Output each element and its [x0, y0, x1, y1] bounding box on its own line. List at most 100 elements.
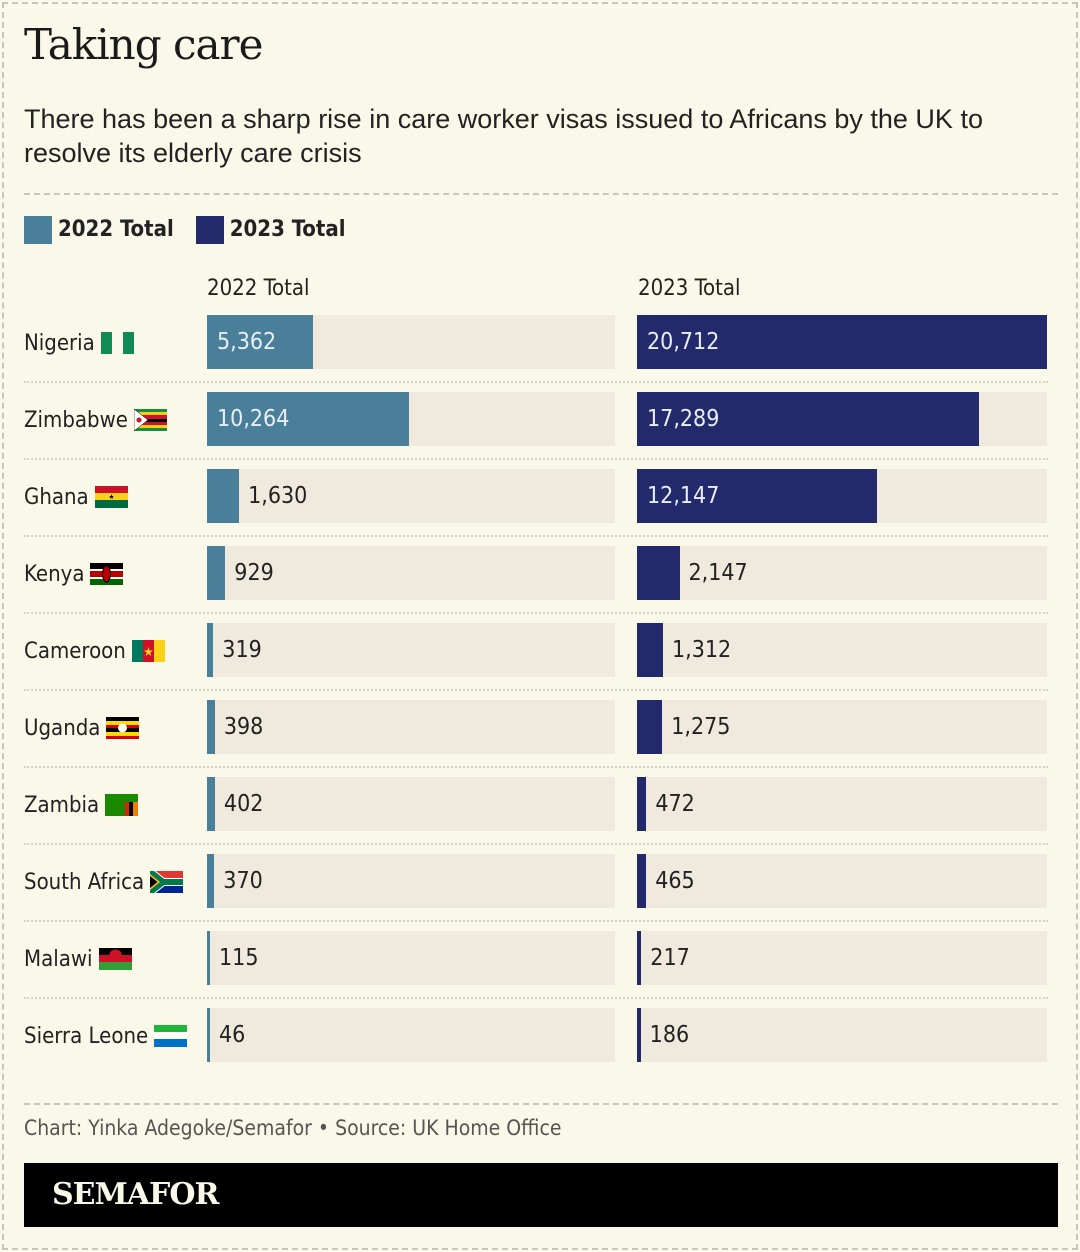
bar-2022	[207, 469, 240, 523]
country-label: Uganda	[24, 700, 140, 756]
country-name: South Africa	[24, 869, 145, 895]
bar-2022	[207, 315, 313, 369]
bar-track: 217	[637, 931, 1047, 985]
bar-track: 472	[637, 777, 1047, 831]
brand-logo: SEMAFOR	[24, 1163, 1058, 1227]
bar-2023	[637, 315, 1047, 369]
bar-2023	[637, 623, 663, 677]
data-label: 20,712	[647, 329, 720, 355]
bar-2023	[637, 700, 663, 754]
bar-2023	[637, 854, 647, 908]
data-label: 1,312	[671, 637, 732, 663]
bar-track: 5,362	[207, 315, 615, 369]
flag-kenya-icon	[90, 563, 124, 585]
table-row: South Africa 370 465	[24, 854, 1048, 931]
bar-track: 186	[637, 1008, 1047, 1062]
bar-track: 465	[637, 854, 1047, 908]
country-label: Zambia	[24, 777, 139, 833]
bar-track: 398	[207, 700, 615, 754]
country-label: Malawi	[24, 931, 132, 987]
table-row: Cameroon 319 1,312	[24, 623, 1048, 700]
bar-track: 1,275	[637, 700, 1047, 754]
bar-2023	[637, 546, 680, 600]
country-label: Cameroon	[24, 623, 165, 679]
country-label: South Africa	[24, 854, 184, 910]
legend: 2022 Total 2023 Total	[24, 216, 346, 244]
chart-subtitle: There has been a sharp rise in care work…	[24, 104, 983, 168]
bar-track: 929	[207, 546, 615, 600]
flag-cameroon-icon	[131, 640, 165, 662]
country-label: Kenya	[24, 546, 124, 602]
bar-2022	[207, 854, 215, 908]
row-separator	[24, 612, 1048, 614]
flag-malawi-icon	[98, 948, 132, 970]
data-label: 929	[234, 560, 274, 586]
legend-item-2023: 2023 Total	[195, 216, 346, 244]
column-header-2023: 2023 Total	[638, 276, 741, 301]
column-header-2022: 2022 Total	[207, 276, 310, 301]
data-label: 217	[650, 945, 690, 971]
bar-track: 1,312	[637, 623, 1047, 677]
flag-ghana-icon	[94, 486, 128, 508]
data-label: 5,362	[217, 329, 277, 355]
country-label: Ghana	[24, 469, 128, 525]
row-separator	[24, 843, 1048, 845]
flag-zambia-icon	[105, 794, 139, 816]
bar-track: 46	[207, 1008, 615, 1062]
data-label: 17,289	[647, 406, 720, 432]
bar-track: 17,289	[637, 392, 1047, 446]
divider	[24, 193, 1058, 195]
country-name: Nigeria	[24, 330, 95, 356]
data-label: 319	[222, 637, 262, 663]
row-separator	[24, 920, 1048, 922]
data-label: 472	[655, 791, 695, 817]
bar-2022	[207, 931, 210, 985]
data-label: 10,264	[217, 406, 290, 432]
row-separator	[24, 458, 1048, 460]
data-label: 186	[649, 1022, 690, 1048]
data-label: 2,147	[688, 560, 748, 586]
country-name: Ghana	[24, 484, 89, 510]
row-separator	[24, 689, 1048, 691]
flag-zimbabwe-icon	[133, 409, 167, 431]
data-label: 465	[655, 868, 695, 894]
bar-track: 115	[207, 931, 615, 985]
bar-2022	[207, 392, 410, 446]
chart-title: Taking care	[24, 20, 263, 69]
bar-2022	[207, 546, 226, 600]
table-row: Sierra Leone 46 186	[24, 1008, 1048, 1085]
bar-2022	[207, 623, 214, 677]
country-label: Nigeria	[24, 315, 134, 371]
bar-2023	[637, 392, 980, 446]
table-row: Uganda 398 1,275	[24, 700, 1048, 777]
row-separator	[24, 535, 1048, 537]
bar-track: 2,147	[637, 546, 1047, 600]
bar-track: 370	[207, 854, 615, 908]
flag-nigeria-icon	[100, 332, 134, 354]
row-separator	[24, 766, 1048, 768]
table-row: Nigeria 5,362 20,712	[24, 315, 1048, 392]
bar-2022	[207, 700, 215, 754]
bar-2023	[637, 1008, 641, 1062]
data-label: 46	[219, 1022, 246, 1048]
legend-item-2022: 2022 Total	[24, 216, 174, 244]
country-label: Sierra Leone	[24, 1008, 188, 1064]
bar-track: 20,712	[637, 315, 1047, 369]
bar-track: 319	[207, 623, 615, 677]
bar-track: 402	[207, 777, 615, 831]
bar-2022	[207, 777, 215, 831]
country-name: Sierra Leone	[24, 1023, 149, 1049]
bar-track: 1,630	[207, 469, 615, 523]
country-name: Malawi	[24, 946, 93, 972]
bar-2022	[207, 1008, 210, 1062]
country-label: Zimbabwe	[24, 392, 167, 448]
row-separator	[24, 381, 1048, 383]
flag-uganda-icon	[106, 717, 140, 739]
country-name: Uganda	[24, 715, 101, 741]
data-label: 402	[223, 791, 264, 817]
country-name: Kenya	[24, 561, 85, 587]
flag-south-africa-icon	[150, 871, 184, 893]
country-name: Zambia	[24, 792, 100, 818]
bar-track: 10,264	[207, 392, 615, 446]
